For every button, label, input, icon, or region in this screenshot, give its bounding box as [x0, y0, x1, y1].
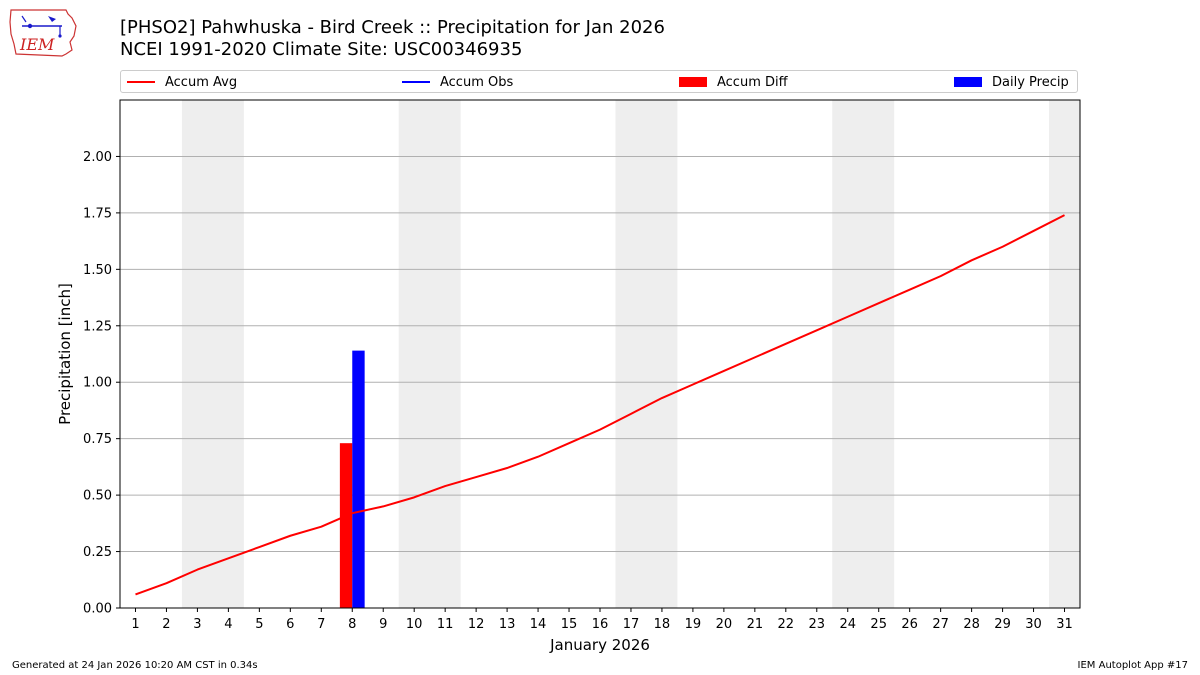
x-tick-label: 29	[994, 617, 1011, 632]
weather-station-icon	[21, 15, 62, 38]
legend-swatch-accum-obs	[402, 81, 430, 83]
x-tick-label: 10	[406, 617, 423, 632]
x-tick-label: 2	[162, 617, 170, 632]
y-tick-label: 1.75	[83, 206, 112, 221]
x-tick-label: 27	[932, 617, 949, 632]
legend-swatch-daily-precip	[954, 77, 982, 87]
bars	[339, 350, 365, 608]
weekend-band	[181, 100, 244, 608]
weekend-shading	[181, 100, 1080, 608]
legend-label-accum-diff: Accum Diff	[717, 74, 788, 90]
x-tick-label: 30	[1025, 617, 1042, 632]
x-tick-label: 11	[437, 617, 454, 632]
x-tick-label: 21	[747, 617, 764, 632]
chart-subtitle: NCEI 1991-2020 Climate Site: USC00346935	[120, 39, 523, 60]
weekend-band	[398, 100, 461, 608]
y-tick-label: 1.25	[83, 319, 112, 334]
x-tick-label: 7	[317, 617, 325, 632]
y-tick-label: 2.00	[83, 150, 112, 165]
legend-item-accum-obs: Accum Obs	[402, 74, 513, 90]
x-tick-label: 8	[348, 617, 356, 632]
weekend-band	[1049, 100, 1080, 608]
y-tick-label: 0.50	[83, 489, 112, 504]
x-tick-label: 12	[468, 617, 485, 632]
x-tick-label: 1	[131, 617, 139, 632]
x-tick-label: 15	[561, 617, 578, 632]
x-tick-label: 16	[592, 617, 609, 632]
legend: Accum Avg Accum Obs Accum Diff Daily Pre…	[120, 70, 1078, 93]
logo-text: IEM	[19, 35, 55, 54]
x-tick-label: 14	[530, 617, 547, 632]
y-tick-label: 1.00	[83, 376, 112, 391]
x-tick-label: 31	[1056, 617, 1073, 632]
daily-precip-bar	[352, 350, 365, 608]
legend-swatch-accum-diff	[679, 77, 707, 87]
x-tick-label: 20	[716, 617, 733, 632]
x-tick-label: 13	[499, 617, 516, 632]
x-tick-label: 17	[623, 617, 640, 632]
x-tick-label: 26	[901, 617, 918, 632]
y-axis-ticks: 0.00 0.25 0.50 0.75 1.00 1.25 1.50 1.75 2.00	[83, 150, 120, 617]
x-tick-label: 19	[685, 617, 702, 632]
app-credit: IEM Autoplot App #17	[1077, 660, 1188, 671]
legend-item-accum-diff: Accum Diff	[679, 74, 788, 90]
x-tick-label: 9	[379, 617, 387, 632]
iowa-state-outline	[9, 9, 77, 57]
y-axis-label: Precipitation [inch]	[56, 283, 74, 425]
y-tick-label: 0.25	[83, 545, 112, 560]
accum-avg-line	[135, 214, 1065, 596]
y-tick-label: 1.50	[83, 263, 112, 278]
x-tick-label: 28	[963, 617, 980, 632]
legend-label-daily-precip: Daily Precip	[992, 74, 1069, 90]
x-tick-label: 4	[224, 617, 232, 632]
x-axis-label: January 2026	[549, 636, 650, 654]
plot-frame	[119, 99, 1081, 609]
x-tick-label: 24	[839, 617, 856, 632]
x-tick-label: 22	[778, 617, 795, 632]
x-tick-label: 18	[654, 617, 671, 632]
y-tick-label: 0.00	[83, 602, 112, 617]
legend-item-daily-precip: Daily Precip	[954, 74, 1069, 90]
x-tick-label: 23	[809, 617, 826, 632]
legend-label-accum-avg: Accum Avg	[165, 74, 238, 90]
y-tick-label: 0.75	[83, 432, 112, 447]
legend-item-accum-avg: Accum Avg	[127, 74, 237, 90]
x-tick-label: 25	[870, 617, 887, 632]
generated-timestamp: Generated at 24 Jan 2026 10:20 AM CST in…	[12, 660, 258, 671]
weekend-band	[615, 100, 678, 608]
weekend-band	[832, 100, 895, 608]
legend-swatch-accum-avg	[127, 81, 155, 83]
x-tick-label: 3	[193, 617, 201, 632]
x-tick-label: 5	[255, 617, 263, 632]
gridlines	[120, 155, 1080, 609]
series-lines	[135, 214, 1065, 596]
x-tick-label: 6	[286, 617, 294, 632]
iem-logo: IEM	[9, 9, 77, 57]
legend-label-accum-obs: Accum Obs	[440, 74, 514, 90]
chart-title: [PHSO2] Pahwhuska - Bird Creek :: Precip…	[120, 17, 665, 38]
x-axis-ticks: 1 2 3 4 5 6 7 8 9 10 11 12 13 14 15 16 17 18 19 20 21 22 23 24 2…	[131, 608, 1073, 632]
accum-diff-bar	[339, 443, 353, 608]
